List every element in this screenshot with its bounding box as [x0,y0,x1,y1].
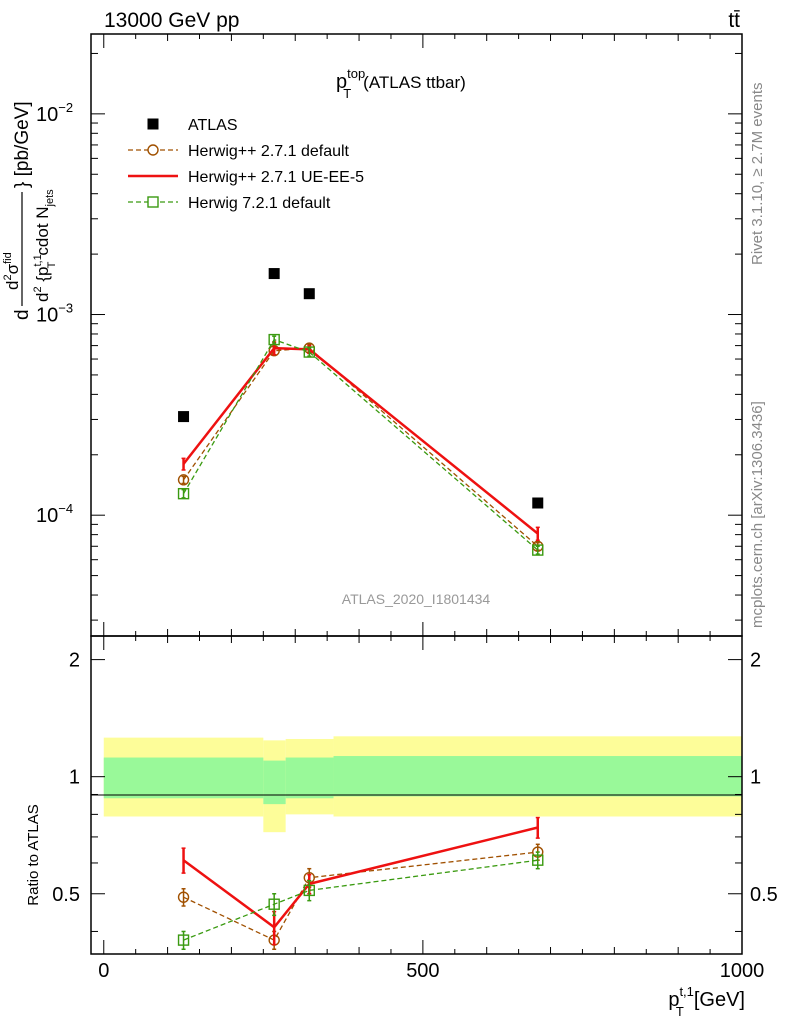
main-y-tick-label: 10−3 [36,301,73,327]
ratio-inner-band-2 [285,757,334,799]
main-herwig-2-7-1-default-point [177,474,190,486]
ratio-inner-band-1 [263,760,286,805]
ratio-inner-band-0 [103,757,264,799]
main-y-tick-label: 10−2 [36,100,73,126]
main-herwig-7-2-1-default-point [268,333,280,346]
process-label: 13000 GeV pp [104,9,239,32]
main-y-tick-label: 10−4 [36,501,73,527]
main-herwig-7-2-1-default-line [182,338,539,551]
legend-atlas-label: ATLAS [188,117,238,134]
main-herwig-7-2-1-default-point [177,487,190,500]
ratio-herwig-7-2-1-default-point [268,898,280,910]
svg-text:} [pb/GeV]: } [pb/GeV] [12,101,33,188]
legend: ATLAS Herwig++ 2.7.1 default Herwig++ 2.7.… [128,117,364,212]
ratio-herwig-7-2-1-default-line [183,859,538,941]
legend-herwig-2-7-1-ue-ee-5-label: Herwig++ 2.7.1 UE-EE-5 [188,169,364,186]
ratio-herwig-7-2-1-default-point [177,934,190,946]
final-state-label: tt̄ [728,9,740,32]
x-axis-label: pt,1 T[GeV] [668,984,745,1019]
ratio-herwig-7-2-1-default-point [532,854,544,866]
ratio-y-axis-label: Ratio to ATLAS [25,804,42,905]
main-atlas-point [303,288,315,300]
legend-herwig-7-2-1-default-label: Herwig 7.2.1 default [188,195,331,212]
main-atlas-point [178,411,190,423]
svg-text:d2σfid: d2σfid [2,252,22,290]
ratio-y-tick-label-left: 0.5 [52,884,80,906]
x-tick-label: 500 [406,960,439,982]
ratio-plot-frame [90,635,743,955]
main-plot-series [177,268,544,556]
main-y-axis-label: d d2σfid d2 {pt,1 Tcdot Njets } [pb/GeV] [2,101,58,320]
legend-atlas-marker [147,118,159,130]
main-herwig-7-2-1-default-point [532,544,544,556]
svg-text:d: d [12,309,33,320]
rivet-version-label: Rivet 3.1.10, ≥ 2.7M events [749,83,766,266]
ratio-inner-band-3 [333,756,742,797]
ratio-plot-series [177,816,544,950]
ratio-herwig-2-7-1-default-point [177,891,190,903]
ratio-herwig-7-2-1-default-point [303,884,315,897]
axis-tick-labels: 0 500 1000 10−4 10−3 10−2 0.5 0.5 1 1 2 2 [36,100,778,982]
analysis-id-label: ATLAS_2020_I1801434 [342,591,491,607]
ratio-herwig-2-7-1-default-line [183,851,538,941]
ratio-herwig-2-7-1-ue-ee-5-line [182,826,539,930]
legend-herwig-2-7-1-default-marker [147,144,159,156]
main-atlas-point [532,497,544,509]
x-tick-label: 1000 [720,960,765,982]
ratio-y-tick-label-left: 1 [69,767,80,789]
legend-herwig-2-7-1-default-label: Herwig++ 2.7.1 default [188,143,350,160]
main-herwig-2-7-1-default-line [182,347,539,547]
main-atlas-point [268,268,280,280]
ratio-y-tick-label-right: 0.5 [750,884,778,906]
ratio-y-tick-label-right: 2 [750,650,761,672]
ratio-y-tick-label-right: 1 [750,767,761,789]
axis-ticks [91,34,743,954]
legend-herwig-7-2-1-default-marker [147,196,159,208]
main-herwig-7-2-1-default-point [303,346,315,358]
ratio-uncertainty-bands [103,736,742,833]
main-title: ptop T(ATLAS ttbar) [336,66,466,101]
mcplots-source-label: mcplots.cern.ch [arXiv:1306.3436] [749,401,766,628]
main-herwig-2-7-1-ue-ee-5-line [182,346,539,535]
ratio-y-tick-label-left: 2 [69,650,80,672]
x-tick-label: 0 [98,960,109,982]
